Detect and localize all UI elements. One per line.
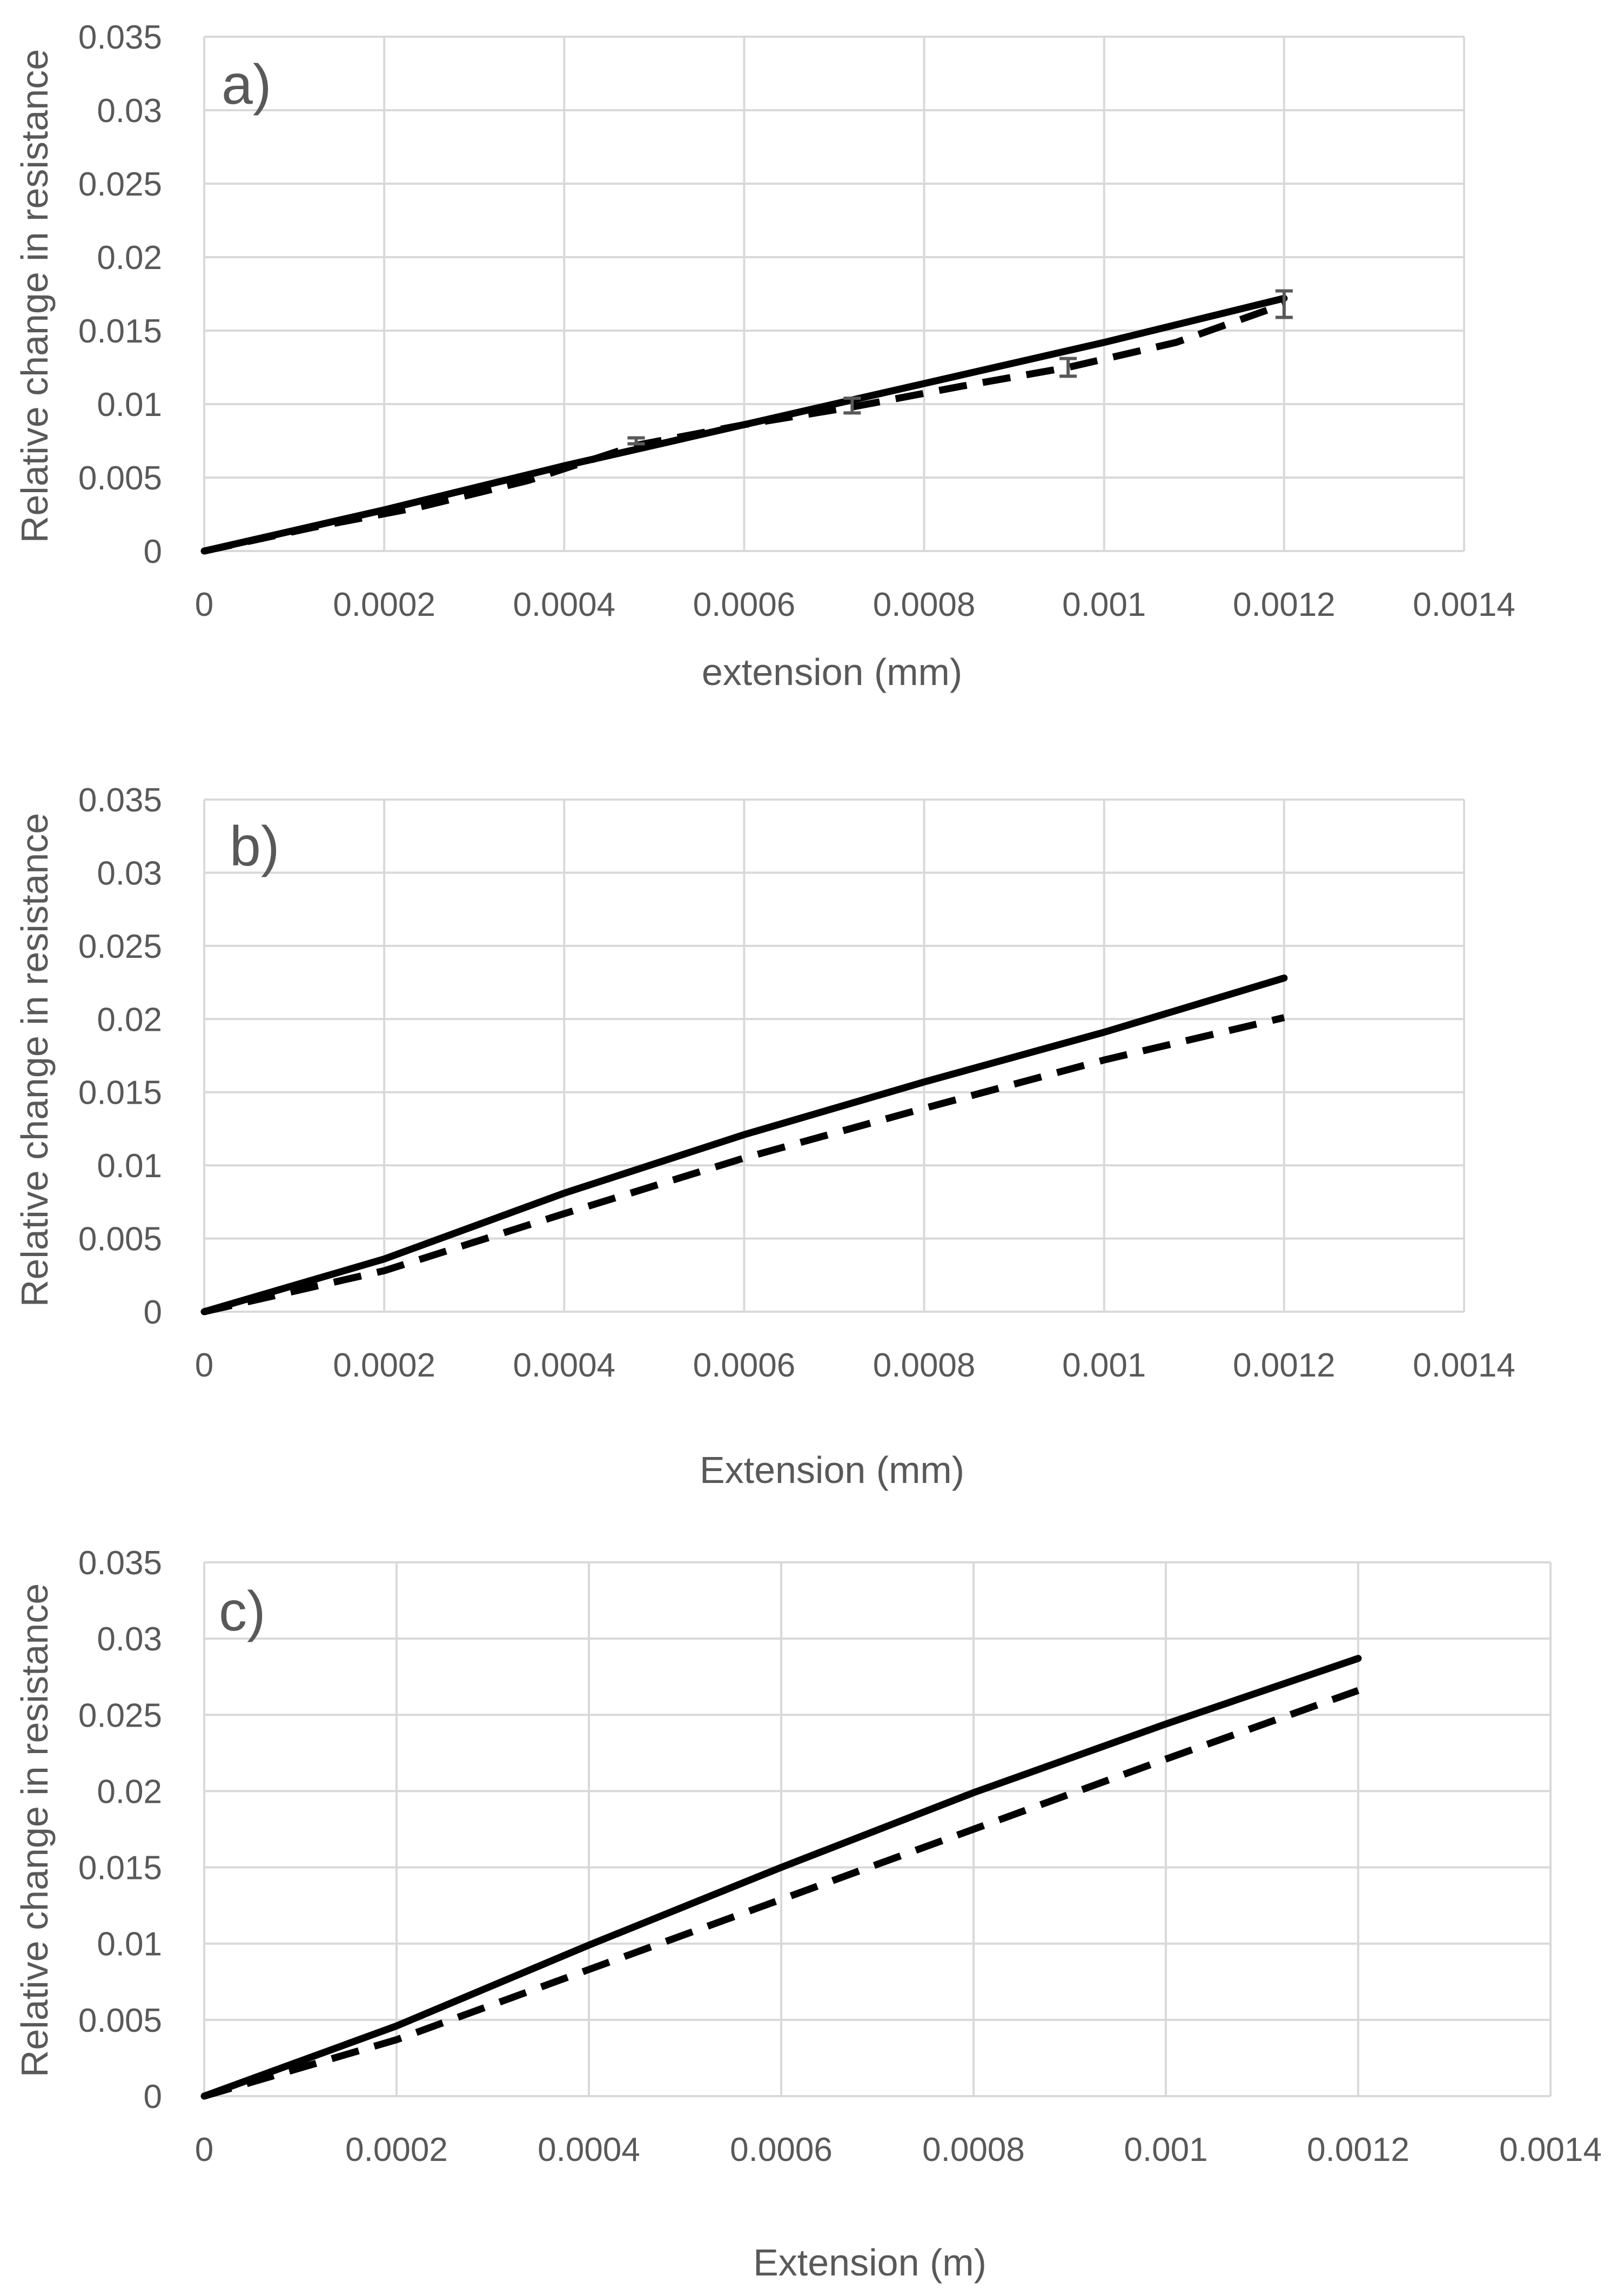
- y-tick-label: 0.025: [78, 1697, 162, 1734]
- series-dashed-line-c: [203, 1687, 1360, 2100]
- chart-panel-c: c) Extension (m) Relative change in resi…: [14, 1545, 1602, 2284]
- x-tick-label: 0.0004: [513, 1347, 615, 1384]
- y-tick-label: 0.015: [78, 313, 162, 350]
- series-dashed-line-a: [203, 300, 1286, 555]
- panel-label-a: a): [222, 53, 271, 116]
- x-tick-label: 0.0014: [1499, 2131, 1602, 2169]
- x-tick-label: 0.0014: [1413, 1347, 1515, 1384]
- gridlines-a: [203, 36, 1465, 552]
- y-tick-label: 0.02: [97, 1773, 162, 1810]
- y-tick-label: 0.015: [78, 1075, 162, 1112]
- chart-panel-a: a) extension (mm) Relative change in res…: [14, 19, 1515, 693]
- y-tick-label: 0.035: [78, 782, 162, 819]
- chart-panel-b: b) Extension (mm) Relative change in res…: [14, 782, 1515, 1491]
- x-tick-label: 0: [195, 586, 213, 623]
- x-tick-label: 0.001: [1062, 1347, 1146, 1384]
- x-tick-label: 0.0002: [345, 2131, 448, 2169]
- series-solid-line-b: [200, 974, 1288, 1315]
- x-tick-label: 0.0008: [873, 586, 976, 623]
- x-axis-label-b: Extension (mm): [700, 1449, 964, 1491]
- y-tick-label: 0.005: [78, 1221, 162, 1258]
- series-dashed-line-b: [203, 1014, 1285, 1315]
- x-tick-label: 0.0002: [333, 1347, 435, 1384]
- series-solid-line-c: [200, 1655, 1362, 2100]
- y-axis-label-c: Relative change in resistance: [14, 1583, 56, 2077]
- y-tick-label: 0.03: [97, 855, 162, 892]
- y-tick-label: 0.02: [97, 1001, 162, 1038]
- x-tick-label: 0.0006: [693, 1347, 796, 1384]
- y-tick-label: 0.01: [97, 1147, 162, 1185]
- x-tick-label: 0.0012: [1233, 1347, 1336, 1384]
- error-bar: [1275, 289, 1293, 319]
- x-tick-label: 0: [195, 2131, 213, 2169]
- error-bar: [1059, 357, 1077, 378]
- y-tick-label: 0: [144, 1294, 162, 1331]
- y-tick-label: 0.01: [97, 386, 162, 424]
- y-tick-label: 0.015: [78, 1850, 162, 1887]
- x-tick-label: 0.0002: [333, 586, 435, 623]
- x-tick-label: 0.0006: [730, 2131, 833, 2169]
- y-tick-label: 0: [144, 2078, 162, 2116]
- x-tick-label: 0.001: [1062, 586, 1146, 623]
- error-bar: [627, 436, 645, 446]
- y-tick-label: 0.005: [78, 2002, 162, 2039]
- x-tick-label: 0: [195, 1347, 213, 1384]
- x-tick-label: 0.0012: [1233, 586, 1336, 623]
- error-bar: [843, 397, 861, 415]
- y-tick-label: 0.035: [78, 19, 162, 56]
- y-tick-label: 0.025: [78, 166, 162, 203]
- x-tick-label: 0.0014: [1413, 586, 1515, 623]
- x-tick-label: 0.001: [1124, 2131, 1207, 2169]
- x-tick-label: 0.0008: [873, 1347, 976, 1384]
- x-tick-label: 0.0012: [1307, 2131, 1410, 2169]
- x-axis-label-c: Extension (m): [753, 2241, 987, 2284]
- x-tick-label: 0.0004: [513, 586, 615, 623]
- y-tick-label: 0.025: [78, 928, 162, 965]
- gridlines-b: [203, 798, 1465, 1313]
- y-tick-label: 0: [144, 533, 162, 570]
- y-axis-label-b: Relative change in resistance: [14, 813, 56, 1307]
- y-tick-label: 0.005: [78, 460, 162, 497]
- x-tick-label: 0.0008: [922, 2131, 1025, 2169]
- y-tick-label: 0.03: [97, 1621, 162, 1658]
- y-tick-label: 0.01: [97, 1926, 162, 1963]
- y-tick-label: 0.02: [97, 239, 162, 277]
- x-tick-label: 0.0006: [693, 586, 796, 623]
- panel-label-c: c): [219, 1580, 266, 1643]
- y-tick-label: 0.03: [97, 92, 162, 130]
- panel-label-b: b): [230, 815, 279, 878]
- y-tick-label: 0.035: [78, 1545, 162, 1582]
- x-tick-label: 0.0004: [538, 2131, 640, 2169]
- gridlines-c: [203, 1561, 1552, 2097]
- x-axis-label-a: extension (mm): [702, 651, 962, 693]
- y-axis-label-a: Relative change in resistance: [14, 49, 56, 543]
